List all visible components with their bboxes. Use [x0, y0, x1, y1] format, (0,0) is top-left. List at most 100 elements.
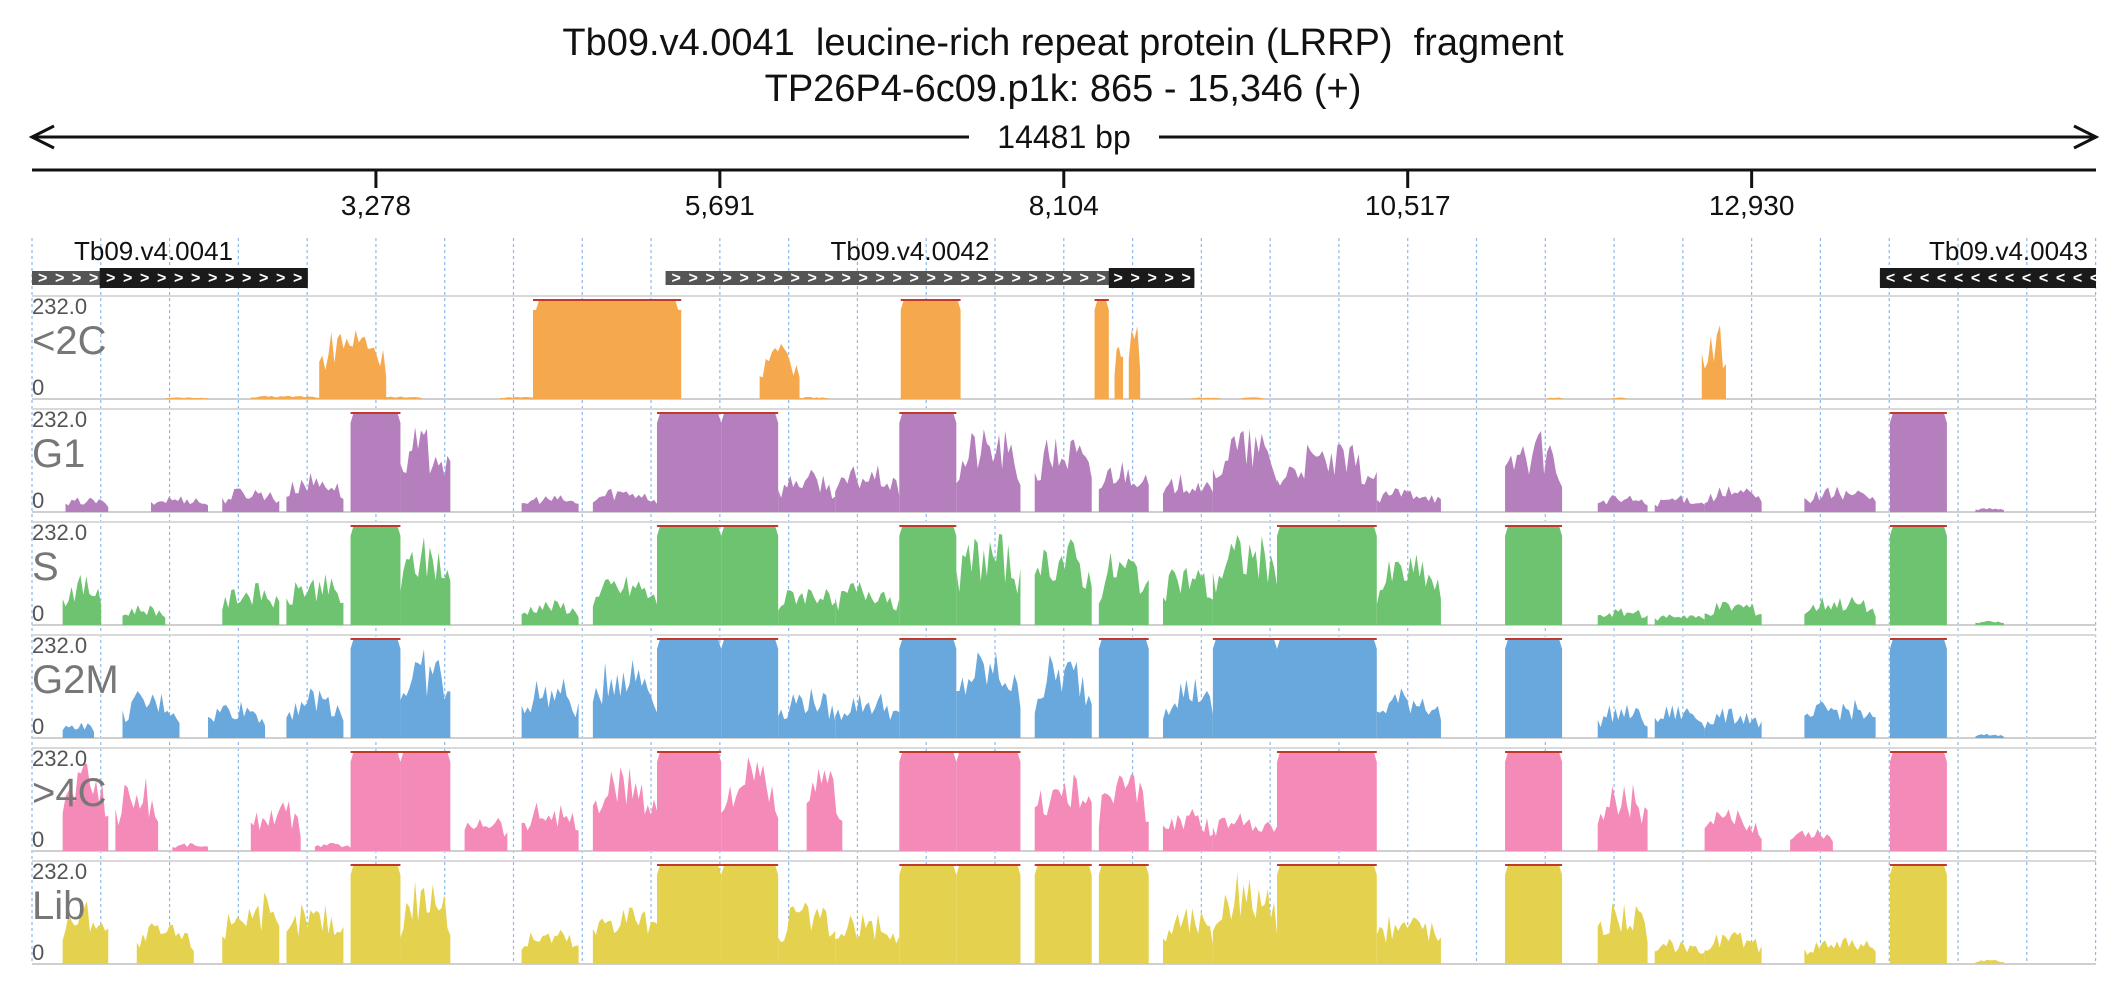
strand-chevron: > [757, 270, 766, 287]
coverage-peak [835, 913, 900, 964]
coverage-baseline [1611, 397, 1627, 399]
track-ymin-label: 0 [32, 714, 44, 739]
coverage-peak [286, 574, 344, 625]
strand-chevron: < [2039, 270, 2048, 287]
strand-chevron: > [978, 270, 987, 287]
coverage-peak [1034, 438, 1092, 512]
coverage-peak [350, 526, 401, 625]
coverage-peak [1654, 705, 1705, 738]
gene-cds [1108, 268, 1195, 288]
coverage-peak [1975, 959, 2004, 964]
coverage-peak [1889, 639, 1947, 738]
strand-chevron: > [740, 270, 749, 287]
coverage-peak [900, 300, 961, 399]
coverage-peak [1701, 325, 1726, 399]
coverage-peak [65, 497, 109, 512]
coverage-baseline [1191, 397, 1221, 399]
coverage-peak [835, 465, 900, 512]
coverage-peak [62, 722, 95, 738]
coverage-peak [1277, 526, 1377, 625]
strand-chevron: > [1114, 270, 1123, 287]
strand-chevron: > [208, 270, 217, 287]
strand-chevron: > [123, 270, 132, 287]
strand-chevron: > [944, 270, 953, 287]
strand-chevron: > [893, 270, 902, 287]
strand-chevron: > [191, 270, 200, 287]
span-arrowhead-right [2073, 124, 2100, 150]
strand-chevron: > [174, 270, 183, 287]
track-ymin-label: 0 [32, 375, 44, 400]
strand-chevron: > [89, 270, 98, 287]
strand-chevron: > [842, 270, 851, 287]
strand-chevron: > [689, 270, 698, 287]
strand-chevron: > [706, 270, 715, 287]
coverage-peak [1277, 752, 1377, 851]
strand-chevron: > [774, 270, 783, 287]
coverage-peak [657, 526, 722, 625]
coverage-peak [1889, 526, 1947, 625]
track-ymax-label: 232.0 [32, 407, 87, 432]
coverage-peak [1212, 872, 1278, 964]
strand-chevron: > [1029, 270, 1038, 287]
coverage-peak [1376, 688, 1441, 738]
coverage-peak [1162, 678, 1213, 738]
coverage-peak [1704, 809, 1762, 851]
track-name-label: G2M [32, 658, 119, 702]
coverage-peak [1094, 300, 1109, 399]
strand-chevron: > [1131, 270, 1140, 287]
track-ymax-label: 232.0 [32, 746, 87, 771]
strand-chevron: > [55, 270, 64, 287]
coverage-peak [1804, 699, 1876, 738]
span-arrowhead-left [28, 124, 55, 150]
coverage-peak [350, 865, 401, 964]
coverage-peak [592, 767, 658, 851]
gene-label: Tb09.v4.0043 [1929, 236, 2088, 266]
strand-chevron: > [1165, 270, 1174, 287]
coverage-peak [286, 688, 344, 738]
coverage-peak [899, 526, 957, 625]
strand-chevron: > [723, 270, 732, 287]
coverage-peak [1804, 596, 1876, 625]
coverage-peak [1889, 752, 1947, 851]
coverage-peak [1804, 486, 1876, 512]
coverage-peak [721, 526, 779, 625]
track-ymax-label: 232.0 [32, 859, 87, 884]
coverage-peak [1034, 655, 1092, 738]
coverage-peak [521, 600, 579, 625]
coverage-peak [1098, 461, 1149, 512]
coverage-peak [899, 865, 957, 964]
coverage-peak [1654, 614, 1705, 625]
track-name-label: Lib [32, 884, 85, 928]
coverage-peak [1804, 937, 1876, 964]
gene-cds [1879, 268, 2096, 288]
coverage-peak [1277, 639, 1377, 738]
coverage-peak [115, 777, 159, 851]
coverage-peak [1889, 413, 1947, 512]
coverage-peak [1889, 865, 1947, 964]
coverage-peak [956, 752, 1021, 851]
coverage-peak [400, 649, 451, 738]
strand-chevron: < [1920, 270, 1929, 287]
coverage-peak [1114, 346, 1124, 399]
coverage-baseline [165, 397, 209, 399]
coverage-peak [319, 330, 387, 399]
coverage-peak [62, 763, 109, 851]
coverage-peak [657, 413, 722, 512]
coverage-peak [222, 488, 280, 512]
coverage-peak [521, 678, 579, 738]
coverage-peak [1654, 938, 1705, 964]
coverage-peak [835, 581, 900, 625]
coverage-peak [1597, 784, 1648, 851]
coverage-peak [1034, 539, 1092, 625]
coverage-peak [1597, 608, 1648, 625]
strand-chevron: > [106, 270, 115, 287]
coverage-peak [1098, 552, 1149, 625]
strand-chevron: < [2073, 270, 2082, 287]
gene-label: Tb09.v4.0041 [74, 236, 233, 266]
chart-subtitle: TP26P4-6c09.p1k: 865 - 15,346 (+) [764, 68, 1362, 110]
strand-chevron: > [995, 270, 1004, 287]
span-label: 14481 bp [997, 119, 1130, 155]
coverage-peak [400, 427, 451, 512]
coverage-peak [1975, 620, 2004, 625]
coverage-peak [250, 801, 301, 851]
